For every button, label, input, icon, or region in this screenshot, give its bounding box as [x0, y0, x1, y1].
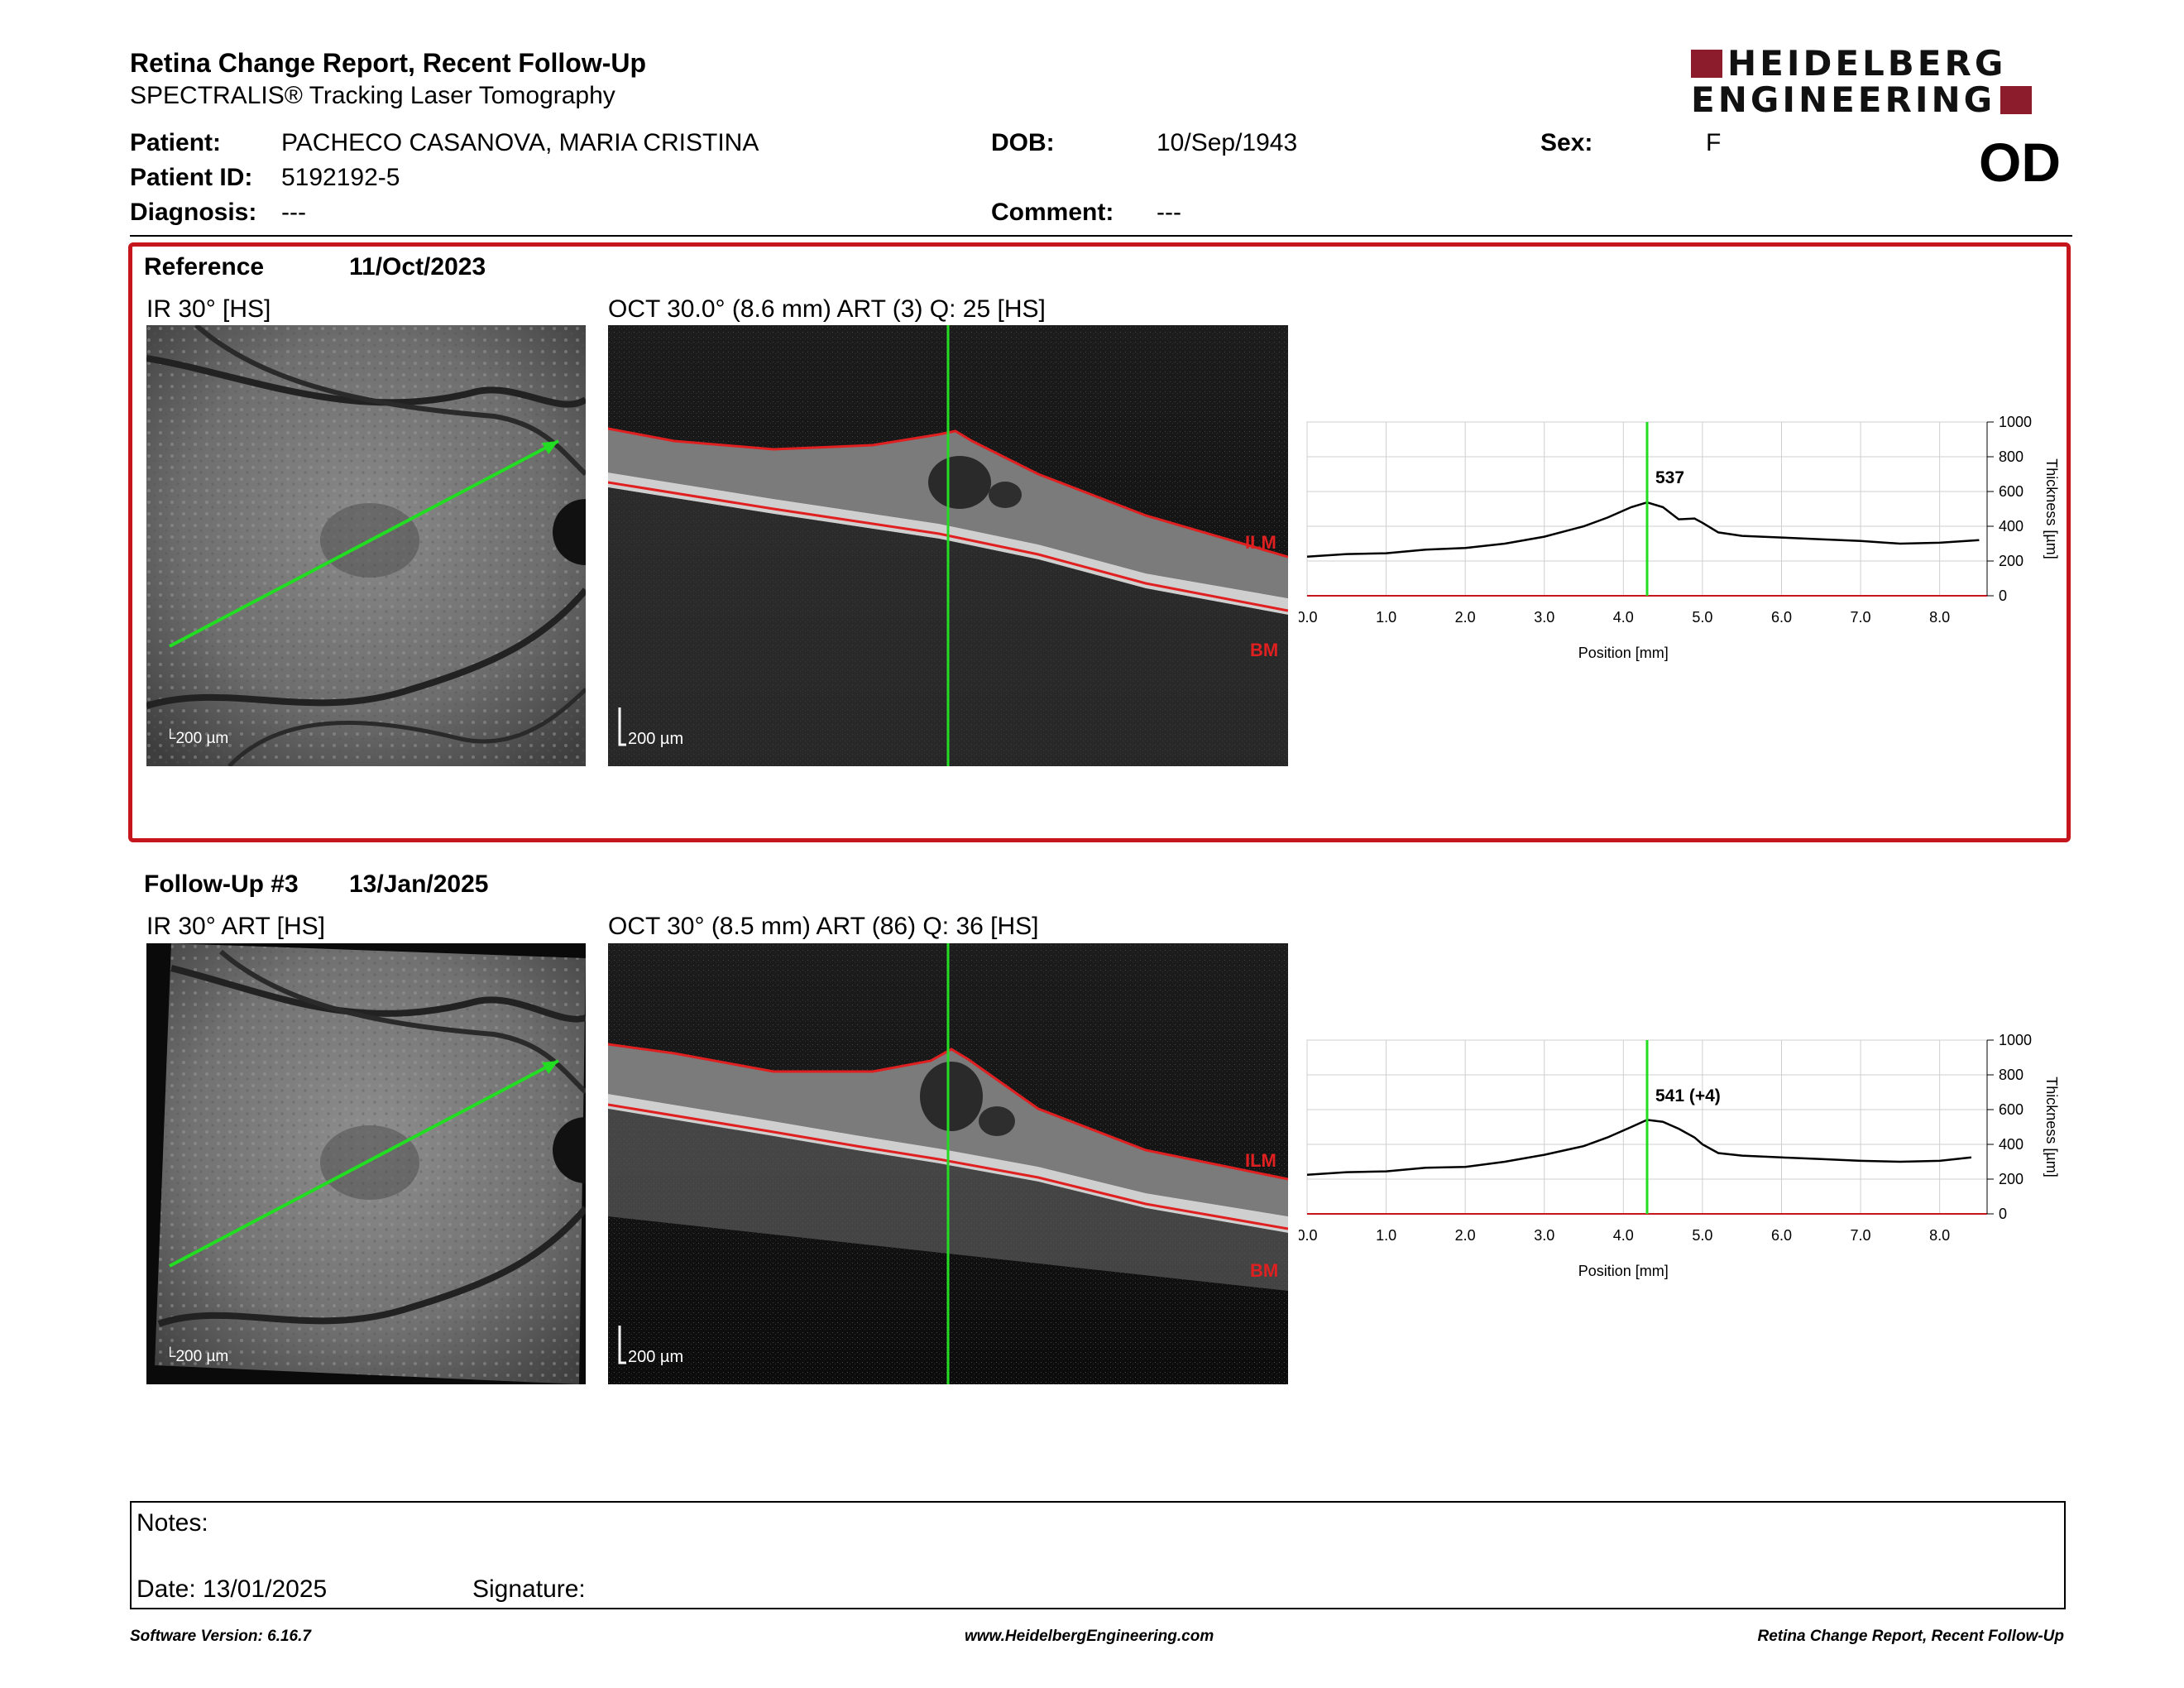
- footer-website[interactable]: www.HeidelbergEngineering.com: [965, 1628, 1214, 1645]
- dob-label: DOB:: [991, 129, 1055, 156]
- followup-chart-plot: 0.0 1.0 2.0 3.0 4.0 5.0 6.0 7.0 8.0 0 200 400 600 800…: [1299, 1032, 2060, 1279]
- reference-date: 11/Oct/2023: [349, 253, 486, 281]
- comment-value: ---: [1157, 199, 1181, 226]
- followup-ilm-label: ILM: [1245, 1150, 1276, 1171]
- followup-date: 13/Jan/2025: [349, 870, 489, 898]
- chart-x-tick-label: 5.0: [1692, 609, 1712, 626]
- reference-oct-scale: 200 µm: [628, 730, 683, 748]
- dob-value: 10/Sep/1943: [1157, 129, 1298, 156]
- patient-id: 5192192-5: [281, 164, 400, 191]
- chart-y-tick-label: 0: [1999, 1206, 2007, 1222]
- reference-thickness-chart: 0.0 1.0 2.0 3.0 4.0 5.0 6.0 7.0 8.0 0 200 400 600 800…: [1299, 414, 2060, 661]
- reference-bm-label: BM: [1250, 640, 1278, 660]
- chart-x-tick-label: 7.0: [1851, 609, 1871, 626]
- svg-text:└200 µm: └200 µm: [165, 1346, 228, 1365]
- chart-y-tick-label: 200: [1999, 1171, 2024, 1187]
- comment-label: Comment:: [991, 199, 1114, 226]
- chart-x-tick-label: 8.0: [1929, 609, 1950, 626]
- chart-x-tick-label: 2.0: [1455, 609, 1476, 626]
- chart-x-tick-label: 0.0: [1299, 609, 1318, 626]
- chart-y-tick-label: 200: [1999, 553, 2024, 569]
- chart-y-tick-label: 400: [1999, 1136, 2024, 1153]
- reference-highlight-box: [128, 242, 2071, 842]
- chart-y-axis-label: Thickness [µm]: [2043, 1077, 2060, 1177]
- followup-oct-bscan: ILM BM 200 µm: [608, 943, 1288, 1384]
- reference-ir-image: └200 µm: [146, 325, 586, 766]
- followup-label: Follow-Up #3: [144, 870, 299, 898]
- chart-x-tick-label: 7.0: [1851, 1227, 1871, 1244]
- notes-label: Notes:: [136, 1509, 208, 1537]
- followup-ir-image: └200 µm: [146, 943, 586, 1384]
- chart-y-tick-label: 600: [1999, 1101, 2024, 1118]
- chart-x-tick-label: 1.0: [1376, 609, 1396, 626]
- diagnosis-label: Diagnosis:: [130, 199, 257, 226]
- reference-ir-fundus: └200 µm: [146, 325, 586, 766]
- footer-software-version: Software Version: 6.16.7: [130, 1628, 311, 1645]
- chart-y-tick-label: 800: [1999, 448, 2024, 465]
- eye-laterality: OD: [1979, 132, 2061, 193]
- chart-x-tick-label: 4.0: [1613, 609, 1634, 626]
- chart-series-line: [1306, 1119, 1972, 1177]
- sex-label: Sex:: [1540, 129, 1593, 156]
- followup-thickness-chart: 0.0 1.0 2.0 3.0 4.0 5.0 6.0 7.0 8.0 0 200 400 600 800…: [1299, 1032, 2060, 1279]
- reference-oct-bscan: ILM BM 200 µm: [608, 325, 1288, 766]
- chart-x-axis-label: Position [mm]: [1578, 645, 1669, 661]
- chart-x-tick-label: 2.0: [1455, 1227, 1476, 1244]
- patient-id-label: Patient ID:: [130, 164, 253, 191]
- chart-marker-value-label: 537: [1655, 468, 1684, 487]
- header-divider: [130, 235, 2072, 237]
- logo-square-icon: [1691, 50, 1722, 78]
- followup-oct-title: OCT 30° (8.5 mm) ART (86) Q: 36 [HS]: [608, 913, 1039, 940]
- chart-y-tick-label: 1000: [1999, 414, 2032, 430]
- reference-ir-title: IR 30° [HS]: [146, 295, 271, 323]
- patient-name: PACHECO CASANOVA, MARIA CRISTINA: [281, 129, 759, 156]
- sex-value: F: [1706, 129, 1722, 156]
- chart-x-tick-label: 8.0: [1929, 1227, 1950, 1244]
- followup-ir-fundus: └200 µm: [155, 943, 586, 1384]
- logo-line1: HEIDELBERG: [1727, 43, 2007, 84]
- chart-x-tick-label: 6.0: [1771, 1227, 1792, 1244]
- chart-y-tick-label: 1000: [1999, 1032, 2032, 1048]
- reference-oct-title: OCT 30.0° (8.6 mm) ART (3) Q: 25 [HS]: [608, 295, 1046, 323]
- chart-x-tick-label: 6.0: [1771, 609, 1792, 626]
- chart-marker-value-label: 541 (+4): [1655, 1086, 1721, 1105]
- chart-x-tick-label: 0.0: [1299, 1227, 1318, 1244]
- reference-label: Reference: [144, 253, 265, 281]
- chart-x-axis-label: Position [mm]: [1578, 1263, 1669, 1279]
- chart-y-axis-label: Thickness [µm]: [2043, 458, 2060, 559]
- chart-x-tick-label: 1.0: [1376, 1227, 1396, 1244]
- logo-row-top: HEIDELBERG: [1691, 43, 2007, 84]
- notes-date: Date: 13/01/2025: [136, 1575, 328, 1603]
- logo-row-bottom: ENGINEERING: [1691, 79, 2033, 120]
- svg-text:└200 µm: └200 µm: [165, 728, 228, 747]
- heidelberg-logo: HEIDELBERG ENGINEERING: [1691, 43, 2071, 120]
- chart-y-tick-label: 600: [1999, 483, 2024, 500]
- reference-oct-image: ILM BM 200 µm: [608, 325, 1288, 766]
- chart-series-line: [1306, 501, 1980, 559]
- report-subtitle: SPECTRALIS® Tracking Laser Tomography: [130, 82, 615, 109]
- logo-line2: ENGINEERING: [1691, 79, 1996, 120]
- patient-label: Patient:: [130, 129, 222, 156]
- diagnosis-value: ---: [281, 199, 306, 226]
- followup-oct-image: ILM BM 200 µm: [608, 943, 1288, 1384]
- chart-y-tick-label: 800: [1999, 1067, 2024, 1083]
- signature-label: Signature:: [472, 1575, 586, 1603]
- footer-report-name: Retina Change Report, Recent Follow-Up: [1757, 1628, 2064, 1645]
- chart-x-tick-label: 4.0: [1613, 1227, 1634, 1244]
- chart-x-tick-label: 3.0: [1534, 609, 1554, 626]
- reference-chart-plot: 0.0 1.0 2.0 3.0 4.0 5.0 6.0 7.0 8.0 0 200 400 600 800…: [1299, 414, 2060, 661]
- chart-x-tick-label: 3.0: [1534, 1227, 1554, 1244]
- followup-bm-label: BM: [1250, 1260, 1278, 1281]
- chart-y-tick-label: 400: [1999, 518, 2024, 535]
- followup-oct-scale: 200 µm: [628, 1348, 683, 1366]
- notes-box: Notes: Date: 13/01/2025 Signature:: [130, 1501, 2066, 1609]
- logo-square-icon: [2000, 86, 2033, 114]
- reference-ilm-label: ILM: [1245, 532, 1276, 553]
- followup-ir-title: IR 30° ART [HS]: [146, 913, 325, 940]
- chart-y-tick-label: 0: [1999, 587, 2007, 604]
- chart-x-tick-label: 5.0: [1692, 1227, 1712, 1244]
- report-title: Retina Change Report, Recent Follow-Up: [130, 48, 647, 78]
